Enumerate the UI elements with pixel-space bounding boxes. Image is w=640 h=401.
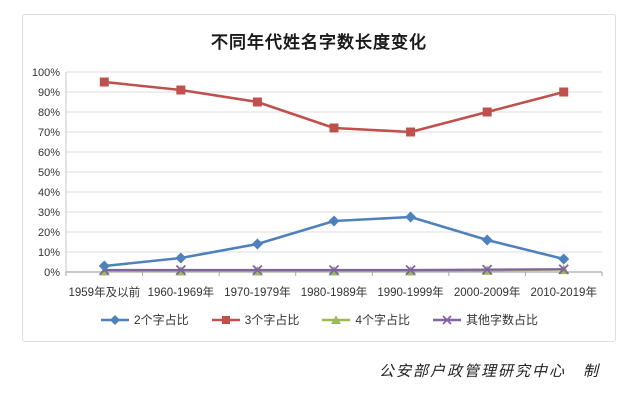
legend-label: 4个字占比 xyxy=(355,313,411,327)
chart-legend: 2个字占比 3个字占比 4个字占比 其他字数占比 xyxy=(23,311,615,328)
data-point-marker xyxy=(175,264,186,276)
chart-title: 不同年代姓名字数长度变化 xyxy=(211,33,427,52)
legend-item: 4个字占比 xyxy=(321,311,410,328)
data-point-marker xyxy=(482,264,493,275)
legend-item: 其他字数占比 xyxy=(432,311,538,328)
x-category-label: 2010-2019年 xyxy=(530,285,597,299)
x-category-label: 1960-1969年 xyxy=(148,285,215,299)
legend-marker xyxy=(100,314,129,325)
data-point-marker xyxy=(99,77,109,87)
legend-marker xyxy=(211,315,240,324)
x-category-label: 1980-1989年 xyxy=(301,285,368,299)
y-tick-label: 60% xyxy=(38,147,60,159)
data-point-marker xyxy=(175,252,187,264)
x-category-label: 1990-1999年 xyxy=(377,285,444,299)
x-category-label: 2000-2009年 xyxy=(454,285,521,299)
y-tick-label: 100% xyxy=(32,67,60,79)
y-tick-label: 90% xyxy=(38,87,60,99)
data-point-marker xyxy=(482,107,492,117)
data-point-marker xyxy=(405,211,417,223)
credit-line: 公安部户政管理研究中心 制 xyxy=(378,362,600,380)
data-point-marker xyxy=(329,123,339,133)
legend-item: 3个字占比 xyxy=(211,311,300,328)
y-tick-label: 20% xyxy=(38,227,60,239)
x-category-label: 1970-1979年 xyxy=(224,285,291,299)
y-tick-label: 0% xyxy=(44,267,60,279)
data-point-marker xyxy=(328,264,340,276)
line-chart: 0% 10% 20% 30% 40% 50% 60% 70% 80% 90% 100% 1959年及以… xyxy=(32,67,603,299)
chart-frame: 不同年代姓名字数长度变化 0% 10% 20% 30% 40% 50% 60% 70% 80% 9… xyxy=(22,14,616,342)
legend-label: 2个字占比 xyxy=(133,313,189,327)
y-tick-label: 10% xyxy=(38,247,60,259)
y-tick-label: 40% xyxy=(38,187,60,199)
data-point-marker xyxy=(559,87,569,97)
y-tick-label: 80% xyxy=(38,107,60,119)
data-point-marker xyxy=(481,234,493,246)
y-tick-label: 70% xyxy=(38,127,60,139)
y-tick-label: 30% xyxy=(38,207,60,219)
data-point-marker xyxy=(328,215,340,227)
legend-label: 其他字数占比 xyxy=(466,313,539,327)
data-point-marker xyxy=(405,264,416,276)
legend-label: 3个字占比 xyxy=(244,313,300,327)
data-point-marker xyxy=(406,127,416,137)
data-point-marker xyxy=(176,85,186,95)
data-point-marker xyxy=(558,264,569,275)
data-point-marker xyxy=(558,253,570,265)
data-point-marker xyxy=(98,260,110,272)
data-point-marker xyxy=(252,264,263,276)
y-tick-label: 50% xyxy=(38,167,60,179)
legend-marker xyxy=(433,314,462,325)
legend-marker xyxy=(322,315,351,324)
x-category-label: 1959年及以前 xyxy=(68,285,140,299)
data-point-marker xyxy=(252,97,262,107)
data-point-marker xyxy=(251,238,263,250)
legend-item: 2个字占比 xyxy=(100,311,189,328)
